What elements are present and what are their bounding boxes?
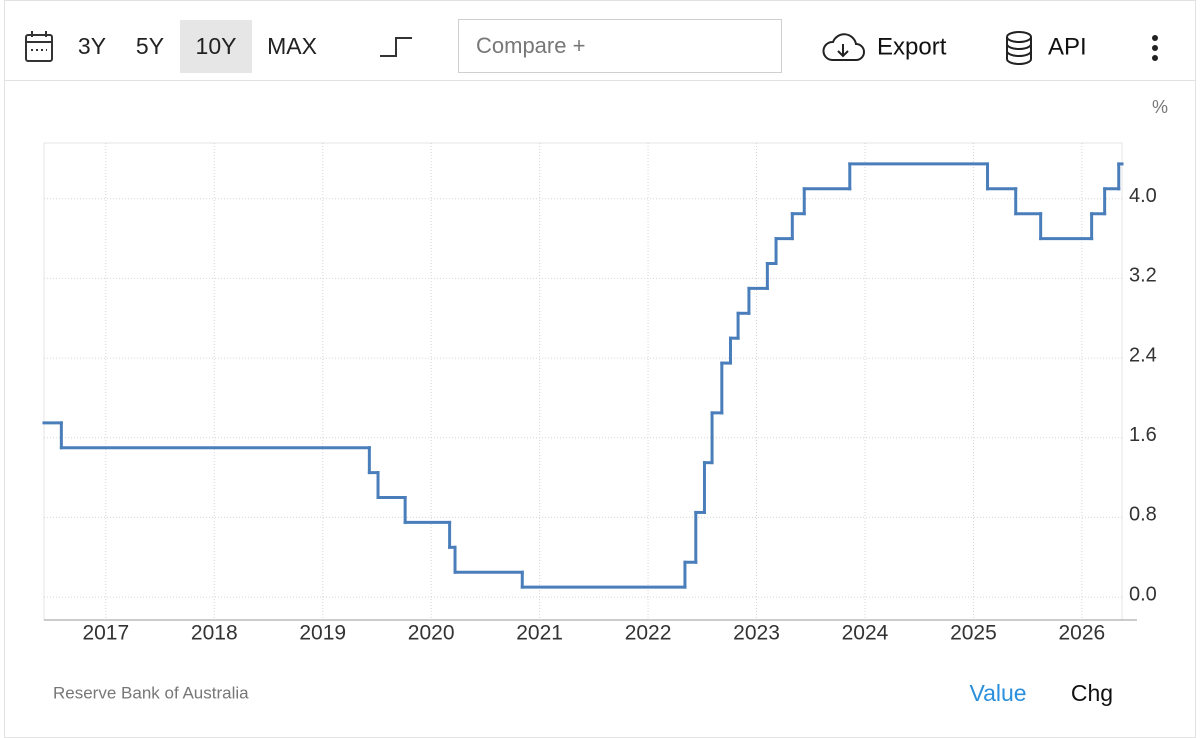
tab[interactable]: Value — [969, 680, 1026, 706]
plot-border — [43, 142, 1123, 621]
export-icon[interactable] — [822, 33, 865, 61]
x-tick-label: 2018 — [191, 622, 238, 645]
x-tick-label: 2023 — [733, 622, 780, 645]
x-tick-label: 2019 — [299, 622, 346, 645]
x-tick-label: 2025 — [950, 622, 997, 645]
range-button[interactable]: 3Y — [78, 33, 106, 59]
y-tick-label: 0.0 — [1129, 583, 1157, 605]
x-tick-label: 2026 — [1059, 622, 1106, 645]
compare-placeholder[interactable]: Compare + — [476, 33, 585, 58]
api-button[interactable]: API — [1048, 33, 1087, 60]
x-tick-label: 2022 — [625, 622, 672, 645]
range-button[interactable]: MAX — [267, 33, 317, 59]
x-tick-label: 2021 — [516, 622, 563, 645]
calendar-icon[interactable] — [25, 31, 53, 62]
more-menu[interactable] — [1152, 35, 1158, 61]
y-tick-label: 2.4 — [1129, 344, 1157, 366]
y-tick-label: 3.2 — [1129, 265, 1157, 287]
y-tick-label: 4.0 — [1129, 185, 1157, 207]
export-button[interactable]: Export — [877, 33, 947, 60]
step-icon[interactable] — [380, 37, 412, 57]
compare-input[interactable] — [458, 19, 782, 73]
tab[interactable]: Chg — [1071, 680, 1113, 706]
y-tick-label: 0.8 — [1129, 504, 1157, 526]
y-tick-label: 1.6 — [1129, 424, 1157, 446]
api-icon[interactable] — [1006, 31, 1032, 65]
active-range-bg — [180, 20, 252, 73]
source-label: Reserve Bank of Australia — [53, 683, 249, 702]
range-button[interactable]: 10Y — [196, 33, 237, 59]
x-tick-label: 2017 — [82, 622, 129, 645]
range-button[interactable]: 5Y — [136, 33, 164, 59]
x-tick-label: 2020 — [408, 622, 455, 645]
frame — [4, 0, 1196, 738]
unit-label: % — [1152, 97, 1168, 117]
x-tick-label: 2024 — [842, 622, 889, 645]
